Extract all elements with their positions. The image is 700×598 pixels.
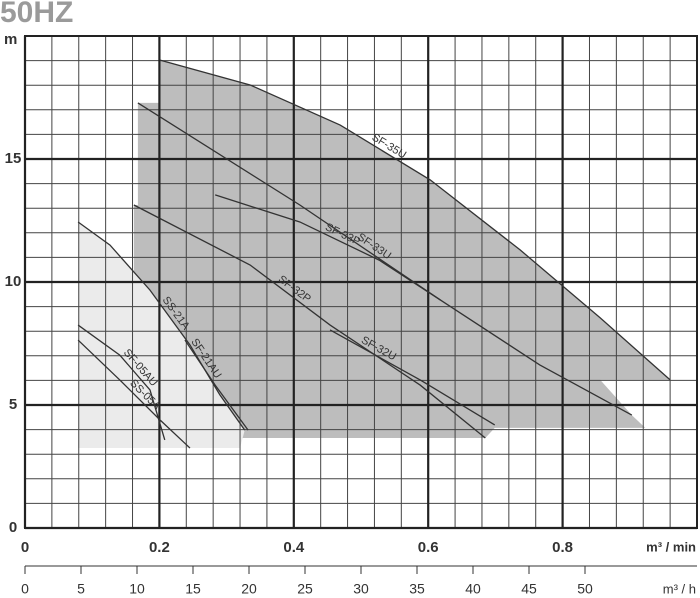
performance-curve (184, 339, 249, 431)
x2-tick-label: 15 (185, 581, 201, 597)
x-tick-label: 0 (21, 539, 29, 556)
x-axis-label: m³ / min (646, 539, 696, 554)
grid (23, 36, 697, 530)
x2-tick-label: 10 (129, 581, 145, 597)
y-tick-label: 15 (5, 150, 22, 167)
x2-tick-label: 45 (521, 581, 537, 597)
y-tick-label: 5 (9, 396, 17, 413)
performance-curve (329, 329, 496, 426)
curves (77, 59, 671, 449)
y-tick-label: 0 (9, 519, 17, 536)
x2-tick-label: 25 (297, 581, 313, 597)
chart-title: 50HZ (0, 0, 73, 29)
x2-tick-label: 40 (465, 581, 481, 597)
performance-curve (214, 194, 441, 301)
x-tick-label: 0.2 (149, 539, 170, 556)
x2-tick-label: 5 (77, 581, 85, 597)
performance-curve (133, 204, 486, 439)
x2-tick-label: 20 (241, 581, 257, 597)
performance-curve (77, 221, 246, 431)
performance-curve (159, 59, 671, 381)
x2-axis-label: m³ / h (663, 581, 696, 596)
y-tick-label: 10 (5, 273, 22, 290)
performance-curve (77, 324, 166, 441)
performance-curve (77, 339, 191, 449)
x2-tick-label: 30 (353, 581, 369, 597)
x-tick-label: 0.6 (418, 539, 439, 556)
x-tick-label: 0.8 (552, 539, 573, 556)
x2-tick-label: 50 (577, 581, 593, 597)
plot-border (24, 35, 698, 529)
x-tick-label: 0.4 (283, 539, 305, 556)
y-axis-label: m (4, 31, 17, 48)
x2-tick-label: 0 (21, 581, 29, 597)
operating-range (78, 221, 245, 449)
x2-tick-label: 35 (409, 581, 425, 597)
